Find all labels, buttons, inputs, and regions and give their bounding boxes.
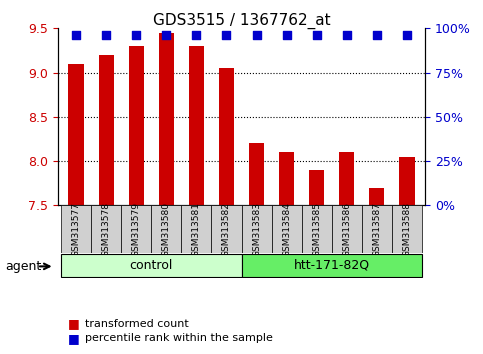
Bar [189, 46, 204, 205]
Point [373, 33, 381, 38]
Text: GSM313581: GSM313581 [192, 202, 201, 257]
Point [313, 33, 321, 38]
Text: GSM313584: GSM313584 [282, 202, 291, 257]
Point [343, 33, 351, 38]
Point [403, 33, 411, 38]
Text: htt-171-82Q: htt-171-82Q [294, 259, 370, 272]
Bar [61, 205, 91, 253]
Bar [151, 205, 181, 253]
Text: GSM313582: GSM313582 [222, 202, 231, 257]
Text: GSM313588: GSM313588 [402, 202, 412, 257]
Text: GSM313587: GSM313587 [372, 202, 382, 257]
Bar [219, 68, 234, 205]
Point [253, 33, 260, 38]
Point [102, 33, 110, 38]
Text: GDS3515 / 1367762_at: GDS3515 / 1367762_at [153, 12, 330, 29]
Text: control: control [129, 259, 173, 272]
Bar [302, 205, 332, 253]
Text: GSM313577: GSM313577 [71, 202, 81, 257]
Text: GSM313583: GSM313583 [252, 202, 261, 257]
Text: GSM313578: GSM313578 [101, 202, 111, 257]
Point [193, 33, 200, 38]
Text: GSM313579: GSM313579 [132, 202, 141, 257]
Bar [128, 46, 144, 205]
Bar [212, 205, 242, 253]
Bar [181, 205, 212, 253]
Text: agent: agent [5, 260, 41, 273]
Bar [159, 33, 174, 205]
Bar [279, 152, 294, 205]
Bar [249, 143, 264, 205]
Bar [99, 55, 114, 205]
Bar [392, 205, 422, 253]
Text: GSM313580: GSM313580 [162, 202, 171, 257]
Bar [399, 156, 414, 205]
Text: GSM313586: GSM313586 [342, 202, 351, 257]
Text: transformed count: transformed count [85, 319, 188, 329]
Bar [332, 205, 362, 253]
Bar [69, 64, 84, 205]
Text: ■: ■ [68, 332, 79, 344]
Bar [91, 205, 121, 253]
Point [132, 33, 140, 38]
Text: GSM313585: GSM313585 [312, 202, 321, 257]
Bar [271, 205, 302, 253]
Bar [309, 170, 324, 205]
Point [283, 33, 290, 38]
Bar [61, 254, 242, 277]
Bar [362, 205, 392, 253]
Text: percentile rank within the sample: percentile rank within the sample [85, 333, 272, 343]
Point [223, 33, 230, 38]
Bar [339, 152, 355, 205]
Text: ■: ■ [68, 318, 79, 330]
Bar [369, 188, 384, 205]
Point [162, 33, 170, 38]
Bar [242, 205, 271, 253]
Bar [242, 254, 422, 277]
Bar [121, 205, 151, 253]
Point [72, 33, 80, 38]
